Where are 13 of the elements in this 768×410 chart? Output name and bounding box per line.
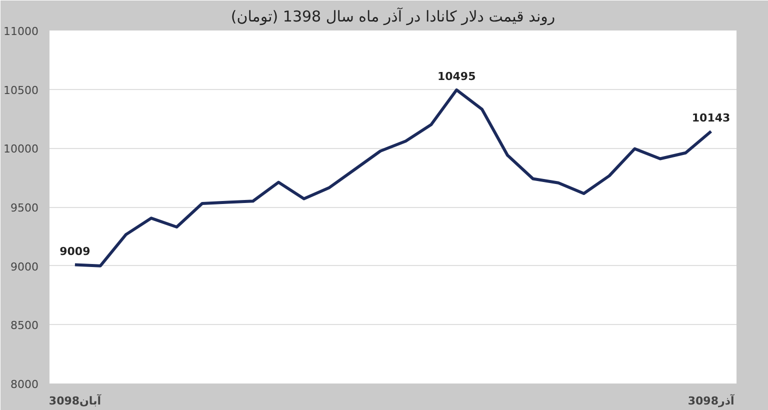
y-tick-label: 10000 <box>4 142 39 156</box>
x-tick-label: 30آذر98 <box>688 394 734 408</box>
y-tick-label: 9500 <box>10 202 39 214</box>
y-tick-label: 11000 <box>4 25 39 38</box>
y-tick-label: 8500 <box>10 319 39 332</box>
x-tick-label: 30آبان98 <box>48 394 102 408</box>
data-label: 9009 <box>60 244 90 258</box>
y-tick-label: 10500 <box>4 84 39 97</box>
y-tick-label: 8000 <box>10 378 39 391</box>
data-label: 10143 <box>692 111 730 124</box>
chart-title: روند قیمت دلار کانادا در آذر ماه سال 1398 (تومان) <box>230 6 556 26</box>
y-tick-label: 9000 <box>10 260 39 274</box>
data-label: 10495 <box>437 70 476 83</box>
